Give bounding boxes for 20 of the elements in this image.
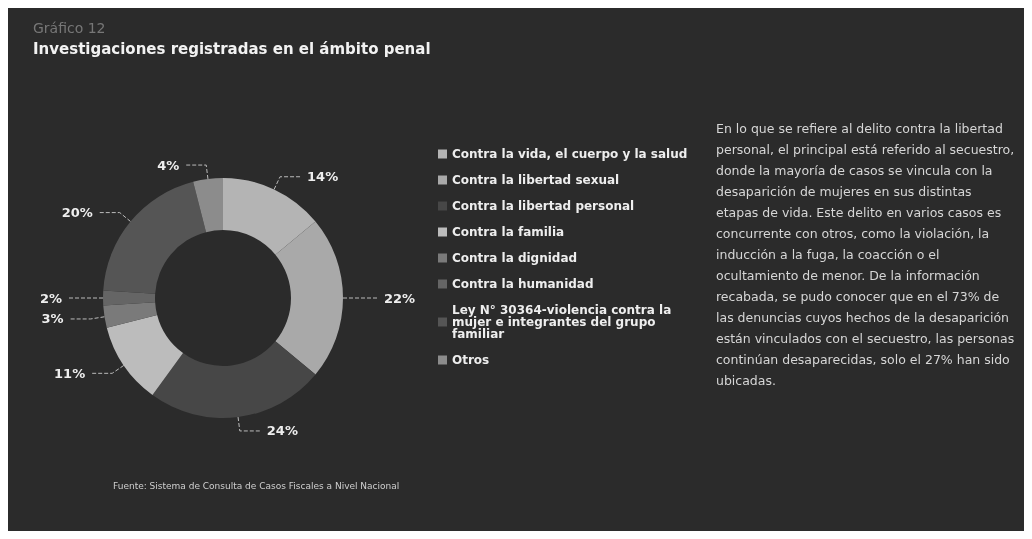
data-label: 3% — [41, 311, 64, 327]
data-label: 2% — [39, 290, 62, 306]
data-label: 22% — [384, 290, 416, 306]
legend-label: Contra la libertad sexual — [452, 173, 620, 187]
source-note: Fuente: Sistema de Consulta de Casos Fiscales a Nivel Nacional — [113, 480, 400, 491]
data-label: 20% — [61, 205, 93, 221]
text: En lo que se refiere al delito contra la libertad personal, el principal está referido al secuestro, donde la mayoría de casos se vincula con la desaparición de mujeres en sus distintas etapas de vida. Este delito en varios casos es concurrente con otros, como la violación, la inducción a la fuga, la coacción o el ocultamiento de menor. De la información recabada, se pudo conocer que en el 73% de las denuncias cuyos hechos de la desaparición están vinculados con el secuestro, las personas continúan desaparecidas, solo el 27% han sido ubicadas. — [716, 121, 1015, 388]
legend-label: Contra la vida, el cuerpo y la salud — [452, 147, 688, 161]
data-label: 14% — [307, 169, 339, 185]
legend-label: Contra la humanidad — [452, 277, 594, 291]
data-label: 11% — [54, 365, 86, 381]
legend-label: Contra la dignidad — [452, 251, 578, 265]
data-label: 4% — [157, 157, 180, 173]
chart-title: Investigaciones registradas en el ámbito penal — [33, 39, 431, 58]
data-label: 24% — [266, 423, 298, 439]
legend-label: Contra la libertad personal — [452, 199, 635, 213]
legend-label: Ley N° 30364-violencia contra la mujer e integrantes del grupo familiar — [452, 303, 676, 341]
legend-label: Contra la familia — [452, 225, 565, 239]
chart-subtitle: Gráfico 12 — [33, 20, 106, 36]
legend-label: Otros — [452, 353, 490, 367]
